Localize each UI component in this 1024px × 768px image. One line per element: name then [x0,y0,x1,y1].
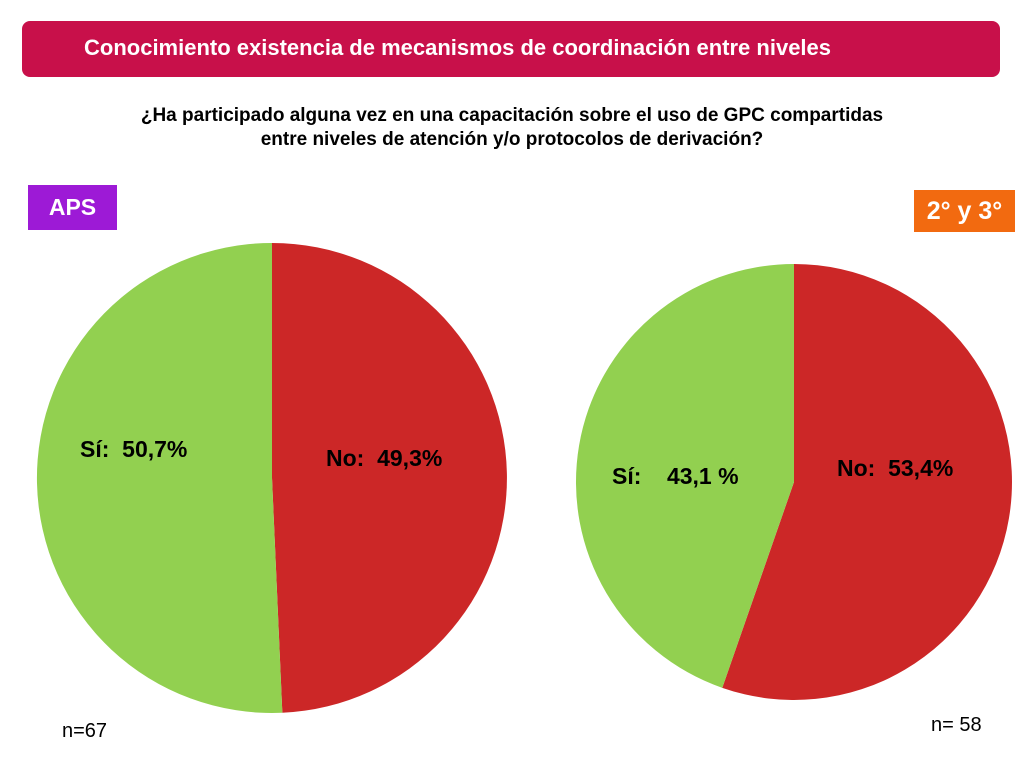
aps-slice-no [272,243,507,713]
level-2-3-slice-label-si: Sí: 43,1 % [612,463,739,489]
question-line-1: ¿Ha participado alguna vez en una capaci… [140,105,884,126]
question-line-2: entre niveles de atención y/o protocolos… [260,129,764,150]
question-text: ¿Ha participado alguna vez en una capaci… [40,104,984,152]
aps-badge: APS [28,185,117,230]
header-bar: Conocimiento existencia de mecanismos de… [22,21,1000,77]
aps-slice-si [36,242,283,713]
level-2-3-badge: 2° y 3° [914,190,1015,232]
page-title: Conocimiento existencia de mecanismos de… [84,35,832,60]
aps-sample-size: n=67 [62,720,108,742]
aps-slice-label-no: No: 49,3% [326,445,442,471]
level-2-3-sample-size: n= 58 [931,714,982,736]
level-2-3-slice-label-no: No: 53,4% [837,455,953,481]
aps-slice-label-si: Sí: 50,7% [80,436,187,462]
level-2-3-slice-no [722,264,1012,701]
level-2-3-slice-si [575,263,794,688]
